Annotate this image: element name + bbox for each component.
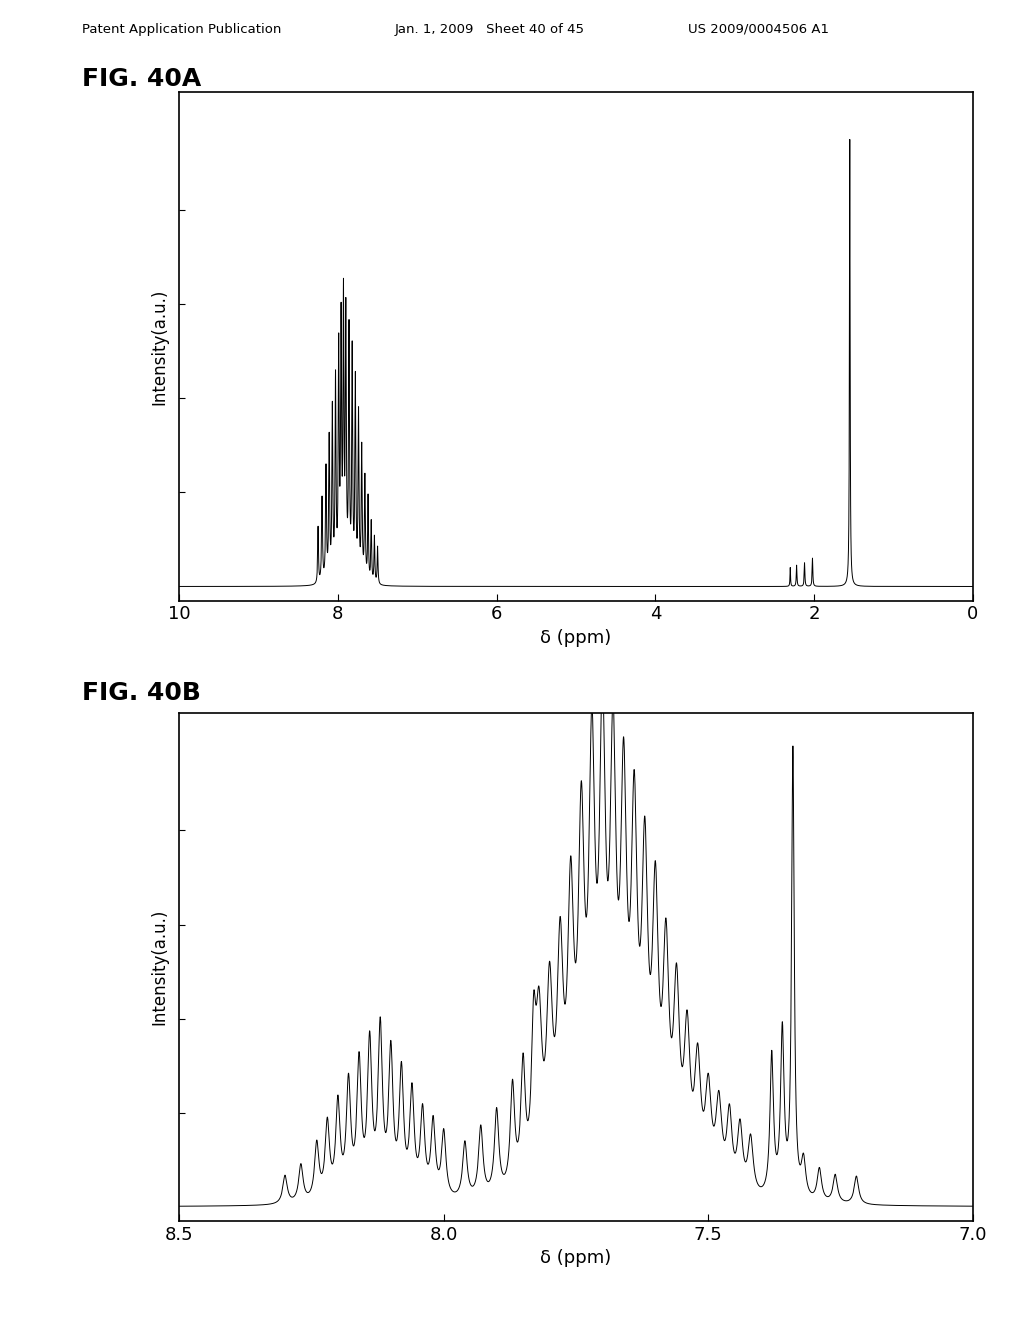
Text: Patent Application Publication: Patent Application Publication	[82, 22, 282, 36]
Text: US 2009/0004506 A1: US 2009/0004506 A1	[688, 22, 829, 36]
Text: FIG. 40A: FIG. 40A	[82, 67, 201, 91]
Y-axis label: Intensity(a.u.): Intensity(a.u.)	[151, 908, 169, 1026]
X-axis label: δ (ppm): δ (ppm)	[541, 630, 611, 647]
Text: Jan. 1, 2009   Sheet 40 of 45: Jan. 1, 2009 Sheet 40 of 45	[394, 22, 585, 36]
Y-axis label: Intensity(a.u.): Intensity(a.u.)	[151, 288, 169, 405]
Text: FIG. 40B: FIG. 40B	[82, 681, 201, 705]
X-axis label: δ (ppm): δ (ppm)	[541, 1250, 611, 1267]
